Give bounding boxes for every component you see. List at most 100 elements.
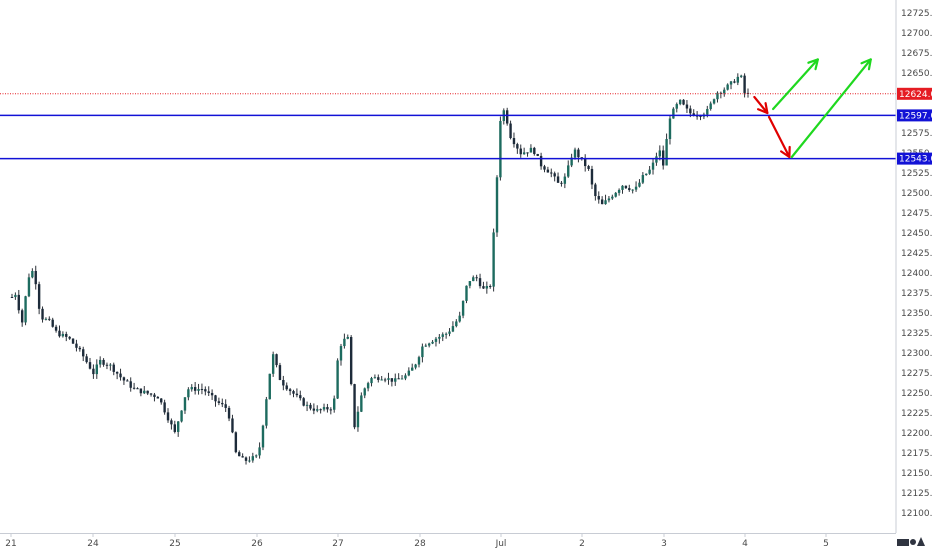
y-tick-label: 12375.0	[901, 289, 932, 299]
candle-body	[200, 389, 204, 391]
candle-body	[472, 277, 475, 282]
candle-body	[214, 395, 217, 402]
candle-body	[373, 377, 377, 379]
candle-body	[658, 150, 662, 157]
projection-arrow[interactable]	[767, 115, 791, 159]
x-tick-label: 28	[414, 539, 426, 549]
candle-body	[366, 383, 370, 389]
y-tick-label: 12400.0	[901, 269, 932, 279]
candle-body	[333, 398, 336, 410]
x-tick-label: 27	[332, 539, 343, 549]
y-axis[interactable]: 12100.0 12125.0 12150.0 12175.0 12200.0 12225…	[901, 9, 932, 519]
candle-body	[136, 388, 139, 390]
candle-body	[611, 196, 614, 199]
candle-body	[10, 297, 14, 298]
x-tick-label: 5	[823, 539, 829, 549]
candle-body	[380, 379, 383, 381]
candle-body	[397, 378, 400, 380]
candle-body	[587, 166, 590, 169]
tradingview-logo-icon	[897, 537, 925, 546]
y-tick-label: 12225.0	[901, 409, 932, 419]
candle-body	[143, 390, 146, 394]
candle-body	[285, 385, 288, 390]
price-level-tag	[897, 109, 932, 122]
projection-arrow[interactable]	[790, 58, 872, 159]
candle-body	[336, 360, 339, 399]
candle-body	[516, 144, 519, 149]
candle-body	[34, 270, 37, 285]
candle-body	[594, 184, 597, 197]
projection-arrow[interactable]	[753, 95, 769, 115]
candles-layer	[10, 73, 750, 465]
candle-body	[207, 391, 210, 393]
candle-body	[278, 365, 282, 380]
candle-body	[204, 389, 207, 392]
candle-body	[302, 398, 305, 406]
candle-body	[356, 411, 360, 428]
y-tick-label: 12150.0	[901, 469, 932, 479]
candle-body	[126, 380, 129, 382]
y-tick-label: 12450.0	[901, 229, 932, 239]
candle-body	[512, 138, 516, 145]
candle-body	[210, 392, 214, 396]
candle-body	[261, 425, 265, 448]
candle-body	[651, 162, 655, 170]
candle-body	[48, 318, 51, 320]
candle-body	[451, 326, 455, 332]
candle-body	[628, 188, 631, 191]
candle-body	[24, 296, 27, 323]
candle-body	[668, 118, 672, 140]
y-tick-label: 12175.0	[901, 449, 932, 459]
x-tick-label: 24	[87, 539, 99, 549]
candle-body	[556, 176, 560, 183]
candle-body	[675, 104, 678, 109]
candle-body	[14, 294, 17, 298]
candle-body	[197, 389, 200, 391]
candle-body	[88, 362, 92, 369]
candle-body	[129, 381, 132, 388]
candle-body	[241, 456, 244, 458]
y-tick-label: 12125.0	[901, 489, 932, 499]
price-tags-layer: 12624.0 12597.0 12543.0	[897, 87, 932, 165]
y-tick-label: 12650.0	[901, 69, 932, 79]
candle-body	[577, 149, 580, 158]
candle-body	[390, 378, 394, 382]
candle-body	[519, 148, 522, 155]
candle-body	[360, 395, 363, 412]
candle-body	[624, 185, 628, 189]
candle-body	[54, 326, 58, 331]
y-tick-label: 12575.0	[901, 129, 932, 139]
y-tick-label: 12475.0	[901, 209, 932, 219]
candle-body	[641, 175, 645, 183]
candle-body	[590, 168, 594, 185]
candle-body	[505, 110, 509, 124]
candle-body	[689, 108, 692, 114]
y-tick-label: 12200.0	[901, 429, 932, 439]
candle-body	[190, 387, 193, 390]
candle-body	[489, 286, 492, 288]
candle-body	[78, 347, 82, 350]
candle-body	[149, 393, 153, 395]
candle-body	[387, 378, 390, 380]
y-tick-label: 12675.0	[901, 49, 932, 59]
candle-body	[634, 186, 638, 190]
candle-body	[160, 398, 163, 403]
candle-body	[740, 75, 743, 77]
candle-body	[672, 108, 675, 119]
candle-body	[173, 424, 176, 432]
candle-body	[268, 373, 271, 400]
candle-body	[444, 333, 448, 335]
price-level-tag	[897, 87, 932, 100]
candle-body	[478, 278, 482, 287]
candle-body	[326, 407, 329, 410]
candle-body	[132, 387, 136, 389]
x-axis[interactable]: 21 24 25 26 27 28 Jul 2 3 4 5	[5, 533, 829, 549]
x-tick-label: Jul	[495, 539, 507, 549]
projection-arrow[interactable]	[771, 58, 819, 111]
candle-body	[583, 158, 587, 167]
projection-arrows-layer	[753, 58, 872, 159]
candle-body	[550, 172, 553, 174]
candle-body	[567, 165, 570, 177]
candle-body	[292, 391, 295, 394]
